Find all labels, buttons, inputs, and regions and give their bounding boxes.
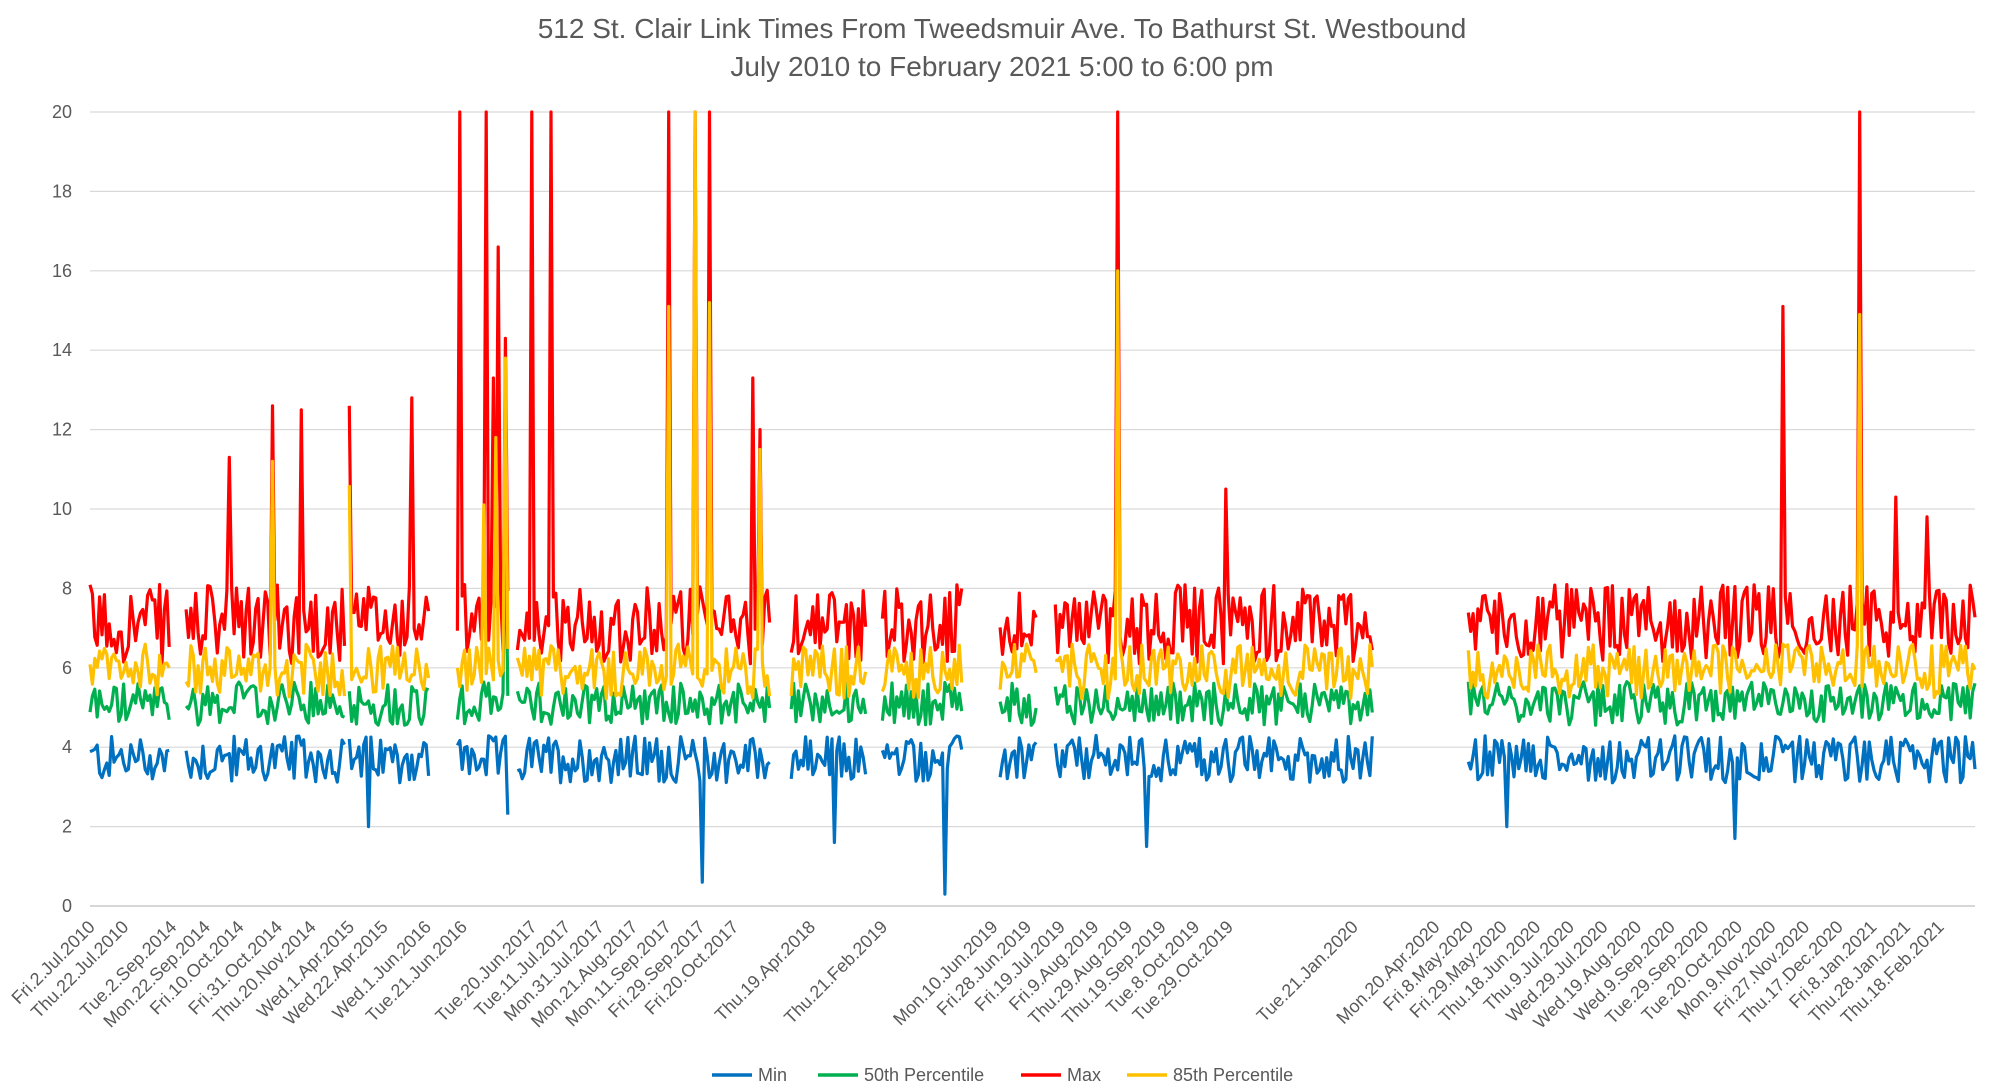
y-tick-label: 18 [52, 181, 72, 201]
y-tick-label: 16 [52, 261, 72, 281]
y-tick-label: 4 [62, 737, 72, 757]
legend-label: Min [758, 1065, 787, 1085]
y-tick-label: 6 [62, 658, 72, 678]
legend-label: 85th Percentile [1173, 1065, 1293, 1085]
series-line-min [89, 733, 1977, 896]
x-axis: Fri.2.Jul.2010Thu.22.Jul.2010Tue.2.Sep.2… [8, 917, 1948, 1033]
legend-label: 50th Percentile [864, 1065, 984, 1085]
chart-subtitle: July 2010 to February 2021 5:00 to 6:00 … [730, 51, 1273, 82]
series-line-max [88, 110, 1977, 666]
y-tick-label: 12 [52, 420, 72, 440]
grid [90, 111, 1975, 907]
y-tick-label: 14 [52, 340, 72, 360]
y-tick-label: 10 [52, 499, 72, 519]
legend: Min 50th Percentile Max 85th Percentile [712, 1065, 1293, 1085]
y-tick-label: 8 [62, 578, 72, 598]
series-line-85th-percentile [88, 110, 1977, 701]
y-tick-label: 20 [52, 102, 72, 122]
legend-label: Max [1067, 1065, 1101, 1085]
y-tick-label: 0 [62, 896, 72, 916]
chart-title: 512 St. Clair Link Times From Tweedsmuir… [538, 13, 1467, 44]
y-tick-label: 2 [62, 817, 72, 837]
y-axis: 0 2 4 6 8 10 12 14 16 18 20 [52, 102, 72, 916]
series-line-50th-percentile [88, 495, 1977, 727]
series-lines [88, 110, 1977, 896]
